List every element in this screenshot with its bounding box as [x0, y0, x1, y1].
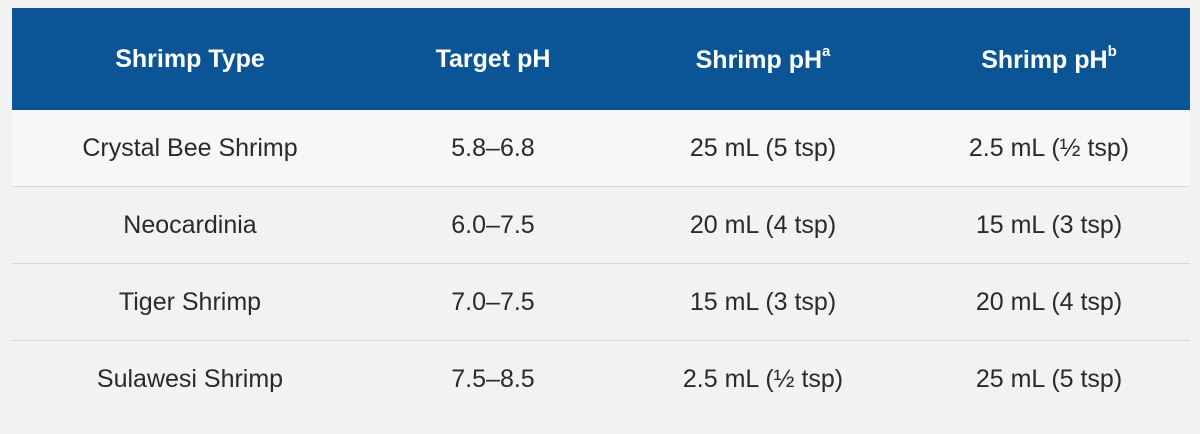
- table-cell: 25 mL (5 tsp): [975, 364, 1123, 393]
- table-cell: 25 mL (5 tsp): [618, 110, 908, 187]
- table-row: Sulawesi Shrimp 7.5–8.5 2.5 mL (½ tsp) 25 m…: [12, 341, 1190, 418]
- table-cell: Sulawesi Shrimp: [96, 364, 284, 393]
- table-row: Crystal Bee Shrimp 5.8–6.8 25 mL (5 tsp) 2.…: [12, 110, 1190, 187]
- header-text: Shrimp Type: [115, 44, 265, 73]
- table-cell: 20 mL (4 tsp): [908, 263, 1190, 341]
- header-cell: Target pH: [368, 8, 618, 110]
- table-cell: 15 mL (3 tsp): [618, 263, 908, 341]
- header-text: Shrimp pH: [981, 46, 1108, 74]
- table-cell: 20 mL (4 tsp): [618, 186, 908, 264]
- header-text: Target pH: [435, 44, 551, 73]
- table-cell: 6.0–7.5: [368, 186, 618, 264]
- table-head: Shrimp Type Target pH Shrimp pHa Shrimp pHb: [12, 8, 1190, 110]
- header-cell: Shrimp pHb: [908, 8, 1190, 110]
- table-cell: 7.0–7.5: [368, 263, 618, 341]
- table-cell: 2.5 mL (½ tsp): [908, 110, 1190, 187]
- header-superscript: a: [822, 43, 831, 60]
- header-row: Shrimp Type Target pH Shrimp pHa Shrimp pHb: [12, 8, 1190, 110]
- table-cell: 2.5 mL (½ tsp): [682, 364, 844, 393]
- table-cell: 7.5–8.5: [451, 364, 535, 393]
- table-body: Crystal Bee Shrimp 5.8–6.8 25 mL (5 tsp) 2.…: [12, 110, 1190, 417]
- header-text: Shrimp pH: [695, 46, 823, 74]
- table-cell: Crystal Bee Shrimp: [12, 110, 368, 187]
- table-cell: 5.8–6.8: [368, 110, 618, 187]
- table-cell: Neocardinia: [12, 186, 368, 264]
- table-container: Shrimp Type Target pH Shrimp pHa Shrimp pHb…: [12, 8, 1190, 417]
- header-cell: Shrimp pHa: [618, 8, 908, 110]
- table-cell: 15 mL (3 tsp): [908, 186, 1190, 264]
- header-superscript: b: [1107, 43, 1117, 60]
- table-cell: Tiger Shrimp: [12, 263, 368, 341]
- shrimp-table: Shrimp Type Target pH Shrimp pHa Shrimp pHb…: [12, 8, 1190, 417]
- header-cell: Shrimp Type: [12, 8, 368, 110]
- table-row: Neocardinia 6.0–7.5 20 mL (4 tsp) 15 mL (3 …: [12, 186, 1190, 264]
- table-row: Tiger Shrimp 7.0–7.5 15 mL (3 tsp) 20 mL (4…: [12, 263, 1190, 341]
